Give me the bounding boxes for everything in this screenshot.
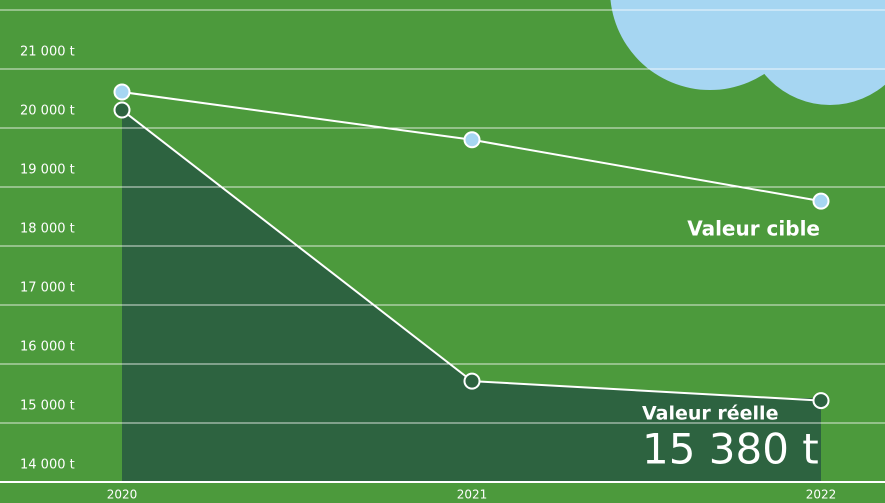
point: [814, 393, 829, 408]
point: [115, 85, 130, 100]
series-label: Valeur cible: [687, 217, 820, 241]
y-tick-label: 16 000 t: [20, 340, 75, 355]
point: [814, 194, 829, 209]
point: [465, 374, 480, 389]
y-tick-label: 21 000 t: [20, 45, 75, 60]
x-tick-label: 2022: [806, 488, 837, 502]
y-tick-label: 14 000 t: [20, 458, 75, 473]
y-tick-label: 18 000 t: [20, 222, 75, 237]
x-tick-label: 2021: [457, 488, 488, 502]
point: [115, 103, 130, 118]
y-tick-label: 17 000 t: [20, 281, 75, 296]
y-tick-label: 20 000 t: [20, 104, 75, 119]
point: [465, 132, 480, 147]
y-tick-label: 15 000 t: [20, 399, 75, 414]
series-label: Valeur réelle: [642, 403, 778, 425]
value-label: 15 380 t: [642, 425, 819, 474]
cloud: [610, 0, 885, 105]
y-tick-label: 19 000 t: [20, 163, 75, 178]
x-tick-label: 2020: [107, 488, 138, 502]
chart: 14 000 t 15 000 t 16 000 t 17 000 t 18 000 t…: [0, 0, 885, 503]
